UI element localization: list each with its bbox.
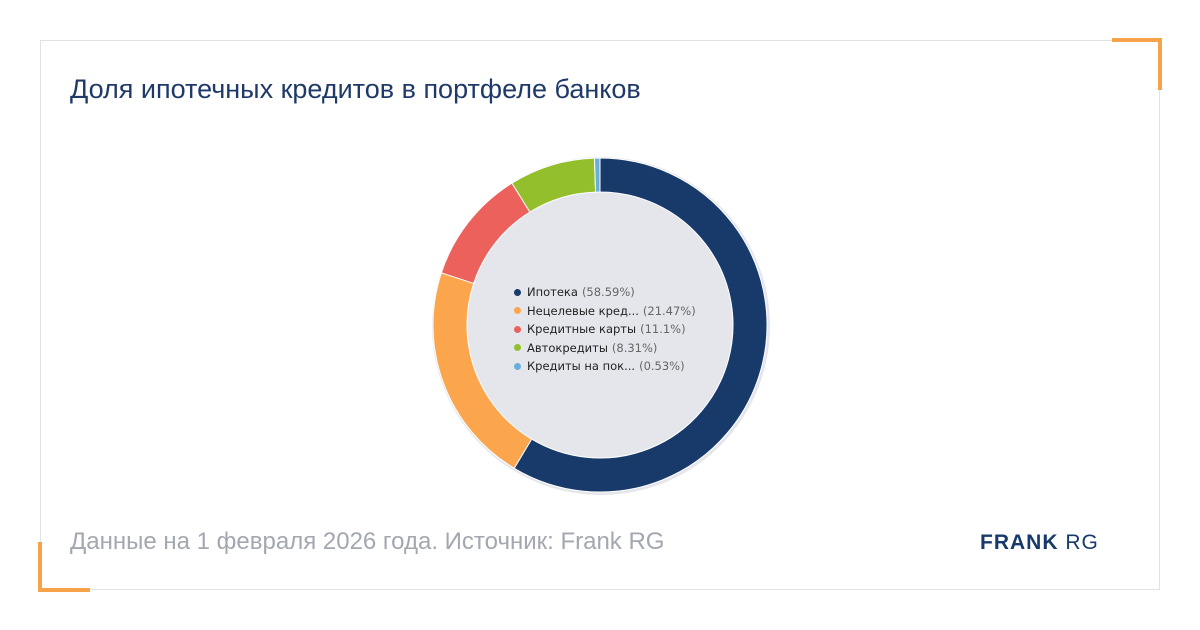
donut-shadow bbox=[432, 157, 770, 495]
legend-item[interactable]: Ипотека (58.59%) bbox=[514, 283, 696, 302]
donut-slice[interactable] bbox=[513, 157, 768, 493]
legend-dot bbox=[514, 307, 521, 315]
legend-item[interactable]: Кредиты на пок... (0.53%) bbox=[514, 357, 696, 376]
legend-dot bbox=[514, 362, 521, 370]
legend-percent: (8.31%) bbox=[611, 340, 658, 355]
legend-percent: (58.59%) bbox=[581, 285, 635, 300]
source-note: Данные на 1 февраля 2026 года. Источник:… bbox=[70, 528, 665, 555]
chart-card bbox=[40, 40, 1160, 590]
legend: Ипотека (58.59%) Нецелевые кред... (21.47%)… bbox=[514, 283, 696, 376]
legend-item[interactable]: Нецелевые кред... (21.47%) bbox=[514, 302, 696, 321]
legend-percent: (21.47%) bbox=[642, 303, 696, 318]
legend-label: Кредитные карты bbox=[527, 322, 637, 337]
legend-dot bbox=[514, 325, 521, 333]
corner-decoration bbox=[1112, 38, 1162, 90]
chart-title: Доля ипотечных кредитов в портфеле банко… bbox=[70, 74, 641, 104]
legend-label: Кредиты на пок... bbox=[527, 359, 636, 374]
frank-rg-logo: FRANK RG bbox=[980, 531, 1099, 555]
legend-percent: (11.1%) bbox=[640, 322, 686, 337]
legend-item[interactable]: Кредитные карты (11.1%) bbox=[514, 320, 696, 339]
legend-dot bbox=[514, 288, 521, 296]
corner-decoration bbox=[38, 542, 90, 592]
legend-item[interactable]: Автокредиты (8.31%) bbox=[514, 339, 696, 358]
legend-percent: (0.53%) bbox=[639, 359, 685, 374]
donut-slice[interactable] bbox=[593, 157, 601, 193]
legend-label: Автокредиты bbox=[527, 340, 608, 355]
logo-bold: FRANK bbox=[980, 531, 1059, 554]
legend-label: Ипотека bbox=[527, 285, 578, 300]
legend-dot bbox=[514, 344, 521, 352]
logo-light: RG bbox=[1065, 531, 1099, 554]
legend-label: Нецелевые кред... bbox=[527, 303, 639, 318]
